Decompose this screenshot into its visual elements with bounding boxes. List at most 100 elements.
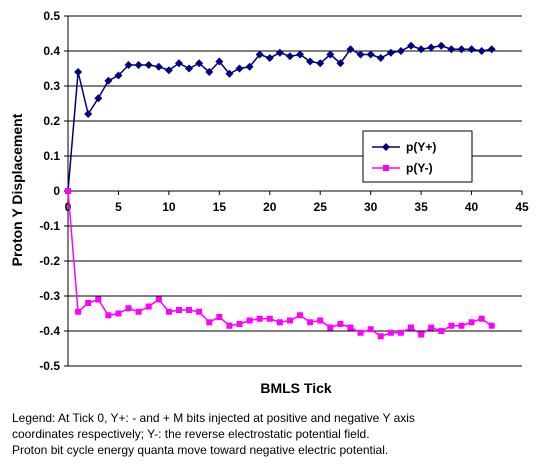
data-point [105, 312, 112, 319]
data-point [226, 322, 233, 329]
data-point [477, 47, 486, 55]
data-point [145, 303, 152, 310]
data-point [74, 68, 83, 76]
x-tick-label: 30 [364, 200, 378, 214]
series-1 [64, 41, 496, 195]
data-point [256, 315, 263, 322]
data-point [236, 321, 243, 327]
data-point [306, 57, 315, 66]
data-point [196, 308, 203, 315]
data-point [75, 308, 82, 315]
data-point [376, 54, 385, 62]
data-point [487, 45, 496, 54]
data-point [367, 326, 374, 333]
data-point [265, 54, 274, 62]
y-tick-label: -0.5 [39, 359, 60, 373]
data-point [386, 48, 395, 57]
data-point [95, 296, 102, 303]
data-point [468, 319, 475, 326]
legend-marker [383, 165, 389, 171]
caption-line-1: Legend: At Tick 0, Y+: - and + M bits in… [12, 411, 415, 425]
data-point [357, 329, 364, 336]
data-point [186, 307, 193, 313]
gridlines [68, 15, 522, 367]
data-point [114, 71, 123, 80]
data-point [85, 300, 92, 306]
data-point [275, 48, 284, 57]
legend-marker [382, 143, 390, 151]
data-point [458, 322, 465, 329]
data-point [174, 59, 183, 68]
y-tick-label: 0.5 [43, 9, 60, 23]
data-point [215, 57, 224, 66]
data-point [154, 62, 163, 71]
data-point [245, 62, 254, 71]
y-axis-title: Proton Y Displacement [9, 113, 25, 266]
y-tick-labels: 0.5 0.4 0.3 0.2 0.1 0 -0.1 -0.2 -0.3 -0.4 -0.5 [39, 9, 60, 373]
data-point [428, 324, 435, 331]
data-point [206, 319, 213, 326]
data-point [356, 50, 365, 59]
data-point [448, 322, 455, 329]
data-point [195, 59, 204, 68]
data-point [124, 61, 133, 69]
data-point [407, 41, 416, 50]
y-tick-label: -0.1 [39, 219, 60, 233]
data-point [447, 45, 456, 54]
data-point [336, 59, 345, 68]
series [64, 41, 496, 340]
data-point [246, 317, 253, 324]
data-point [276, 319, 283, 326]
data-point [396, 47, 405, 55]
data-point [266, 315, 273, 322]
data-point [144, 61, 153, 69]
x-tick-label: 45 [515, 200, 529, 214]
data-point [408, 324, 415, 331]
data-point [307, 319, 314, 326]
x-tick-label: 10 [162, 200, 176, 214]
data-point [427, 43, 436, 52]
data-point [255, 50, 264, 59]
y-tick-label: 0.1 [43, 149, 60, 163]
data-point [104, 76, 113, 85]
x-tick-label: 15 [213, 200, 227, 214]
data-point [164, 66, 173, 75]
legend-label: p(Y-) [406, 161, 433, 175]
x-axis-title: BMLS Tick [260, 380, 332, 396]
data-point [387, 329, 394, 336]
data-point [418, 331, 425, 338]
y-tick-label: 0.2 [43, 114, 60, 128]
x-tick-labels: 0 5 10 15 20 25 30 35 40 45 [65, 200, 529, 214]
data-point [327, 324, 334, 331]
y-tick-label: -0.2 [39, 254, 60, 268]
data-point [286, 317, 293, 324]
data-point [135, 308, 142, 315]
data-point [205, 68, 214, 76]
data-point [225, 69, 234, 78]
y-tick-label: 0.3 [43, 79, 60, 93]
x-tick-label: 35 [414, 200, 428, 214]
caption: Legend: At Tick 0, Y+: - and + M bits in… [12, 410, 537, 458]
x-tick-label: 5 [115, 200, 122, 214]
legend-item: p(Y+) [372, 140, 436, 154]
data-point [115, 310, 122, 317]
y-tick-label: 0 [53, 184, 60, 198]
data-point [94, 94, 103, 103]
data-point [65, 188, 71, 194]
data-point [235, 64, 244, 73]
x-tick-label: 20 [263, 200, 277, 214]
data-point [296, 50, 305, 59]
legend-item: p(Y-) [372, 161, 433, 175]
series-2 [65, 188, 495, 340]
data-point [346, 45, 355, 54]
data-point [397, 329, 404, 336]
caption-line-2: coordinates respectively; Y-: the revers… [12, 427, 370, 441]
data-point [366, 50, 375, 59]
x-tick-label: 40 [465, 200, 479, 214]
legend-label: p(Y+) [406, 140, 436, 154]
data-point [165, 308, 172, 315]
data-point [134, 61, 143, 69]
data-point [457, 45, 466, 54]
legend: p(Y+) p(Y-) [362, 130, 473, 183]
data-point [185, 64, 194, 73]
